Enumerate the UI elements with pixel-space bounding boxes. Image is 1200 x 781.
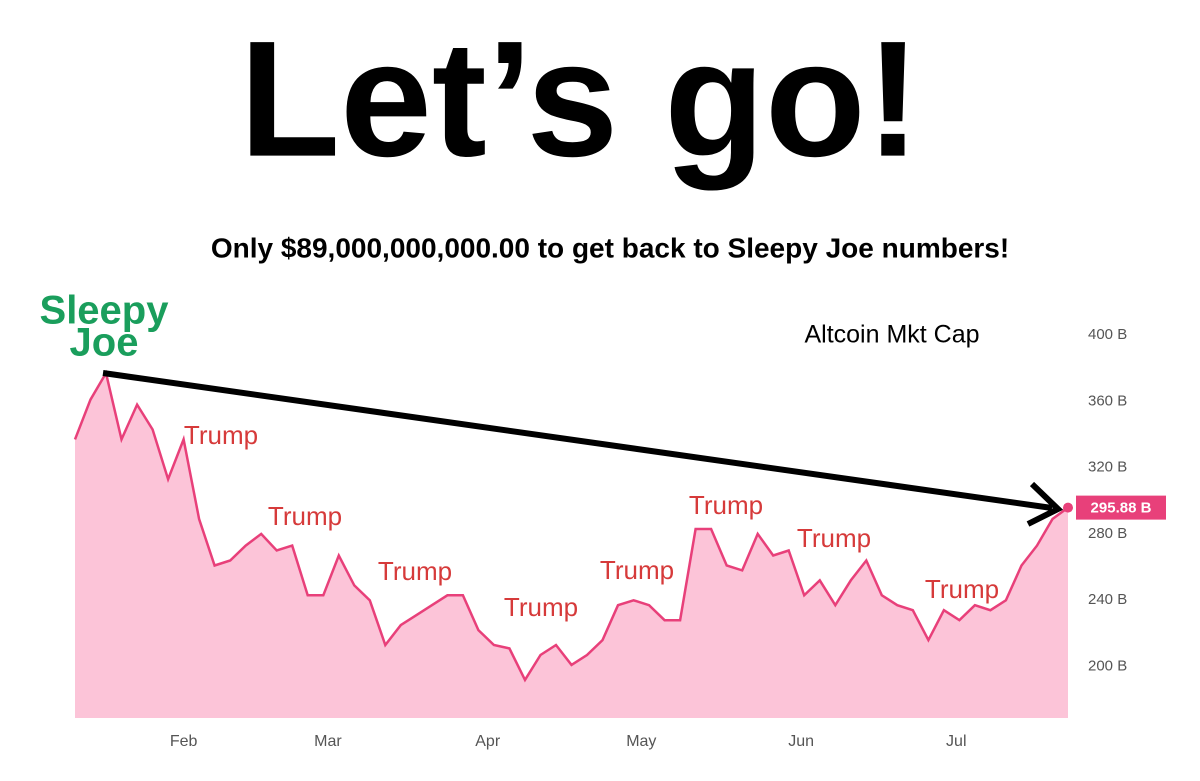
y-tick-label: 400 B xyxy=(1088,326,1127,343)
line xyxy=(73,369,1069,683)
x-tick-label: Mar xyxy=(314,733,342,750)
y-tick-label: 200 B xyxy=(1088,658,1127,675)
plot: 200 B 240 B 280 B 320 B 360 B 400 B Feb Mar Apr M… xyxy=(73,326,1166,750)
price-label: 295.88 B xyxy=(1091,500,1152,517)
price-tag xyxy=(1076,495,1166,520)
annotation: Trump xyxy=(268,501,342,531)
x-tick-label: Jun xyxy=(788,733,814,750)
annotation: Trump xyxy=(925,574,999,604)
x-tick-label: May xyxy=(626,733,656,750)
annotation: Trump xyxy=(600,555,674,585)
y-tick-label: 280 B xyxy=(1088,525,1127,542)
annotation: Trump xyxy=(184,420,258,450)
subtitle: Only $89,000,000,000.00 to get back to S… xyxy=(211,232,1009,263)
callout-line: Joe xyxy=(70,321,139,365)
y-tick-label: 320 B xyxy=(1088,459,1127,476)
arrow-line xyxy=(102,370,1053,511)
headline: Let’s go! xyxy=(239,7,920,191)
arrow-head xyxy=(1026,481,1064,527)
y-tick-label: 240 B xyxy=(1088,591,1127,608)
annotation: Trump xyxy=(689,490,763,520)
y-tick-label: 360 B xyxy=(1088,392,1127,409)
area xyxy=(75,373,1068,718)
x-tick-label: Apr xyxy=(475,733,501,750)
x-tick-label: Jul xyxy=(946,733,966,750)
callout-line: Sleepy xyxy=(40,289,170,333)
chart-title: Altcoin Mkt Cap xyxy=(804,321,979,349)
annotation: Trump xyxy=(797,523,871,553)
annotation: Trump xyxy=(504,592,578,622)
last-point xyxy=(1063,502,1073,513)
annotation: Trump xyxy=(378,556,452,586)
x-tick-label: Feb xyxy=(170,733,198,750)
arrow xyxy=(102,370,1064,527)
